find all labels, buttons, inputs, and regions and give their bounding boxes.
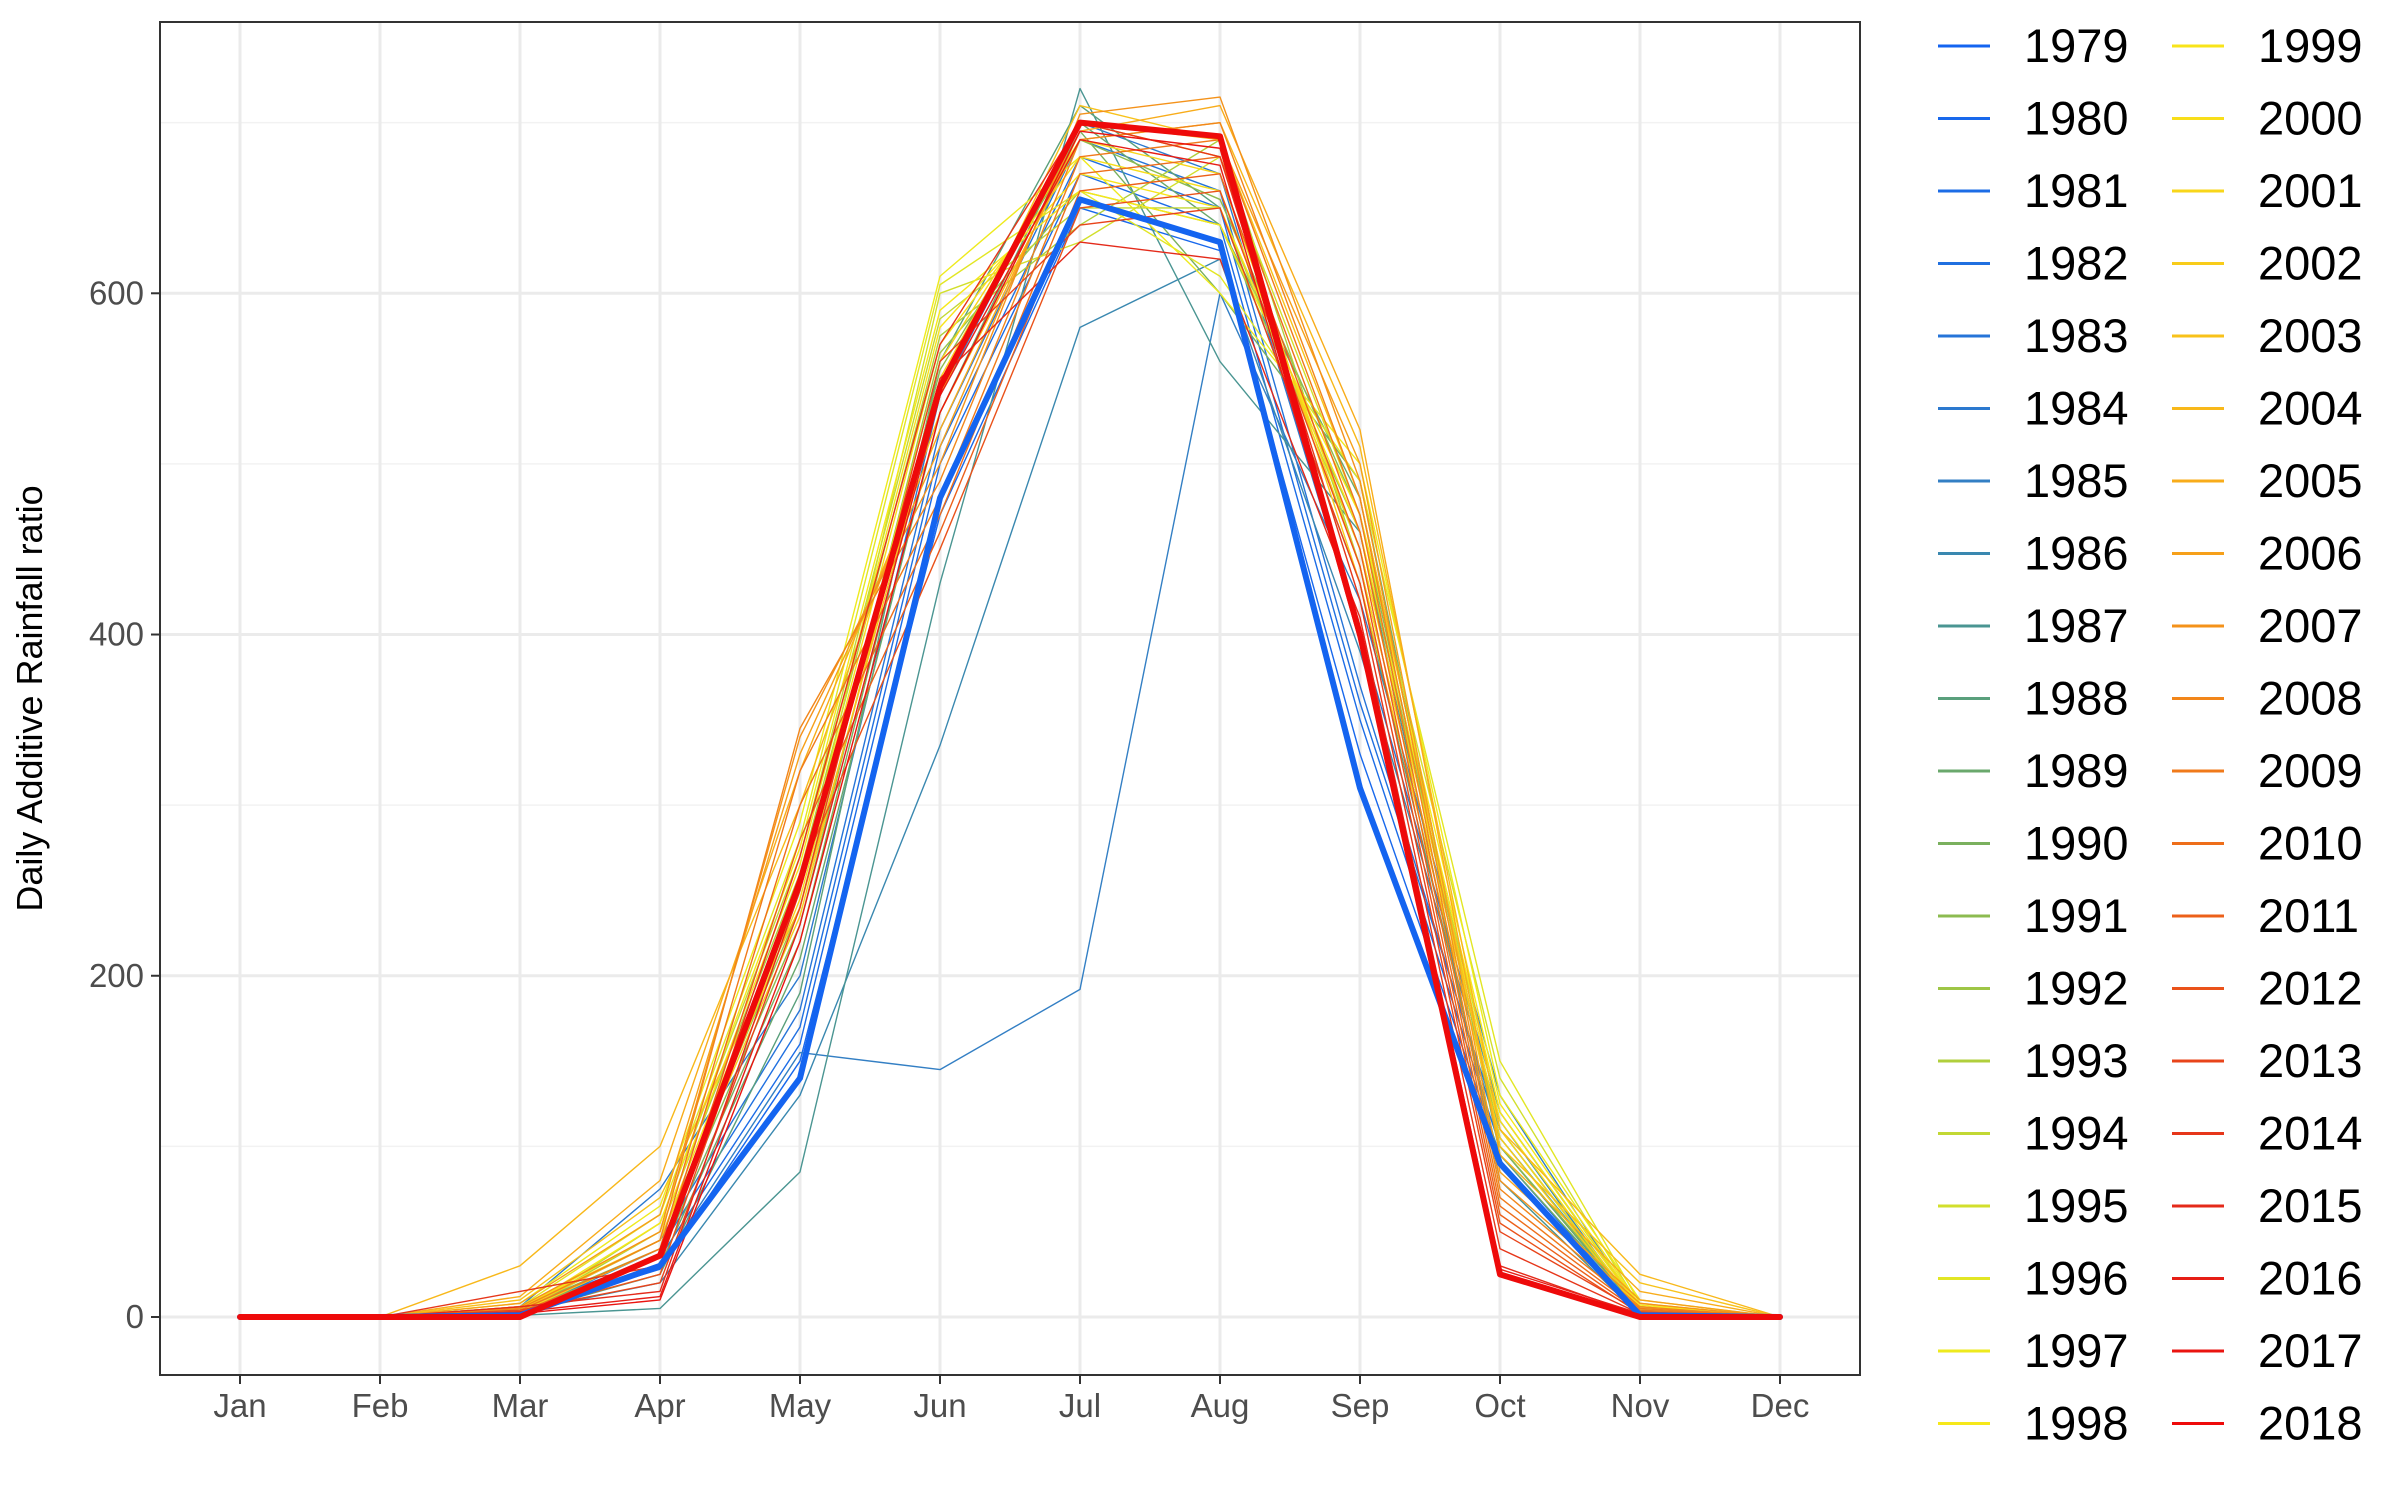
legend-label-2011: 2011: [2258, 889, 2359, 942]
legend-label-1983: 1983: [2024, 309, 2129, 362]
legend-label-1999: 1999: [2258, 19, 2363, 72]
legend-label-2012: 2012: [2258, 962, 2363, 1015]
legend-label-2004: 2004: [2258, 382, 2363, 435]
axes: 0 200 400 600 Jan Feb Mar Apr May Jun Jul Aug Sep Oct…: [89, 274, 1809, 1424]
legend-label-1986: 1986: [2024, 527, 2129, 580]
legend-label-1995: 1995: [2024, 1179, 2129, 1232]
highlighted-series-lines: [237, 119, 1783, 1320]
legend-label-2005: 2005: [2258, 454, 2363, 507]
legend-label-2015: 2015: [2258, 1179, 2363, 1232]
legend-label-1989: 1989: [2024, 744, 2129, 797]
legend-label-2006: 2006: [2258, 527, 2363, 580]
legend-label-2002: 2002: [2258, 237, 2363, 290]
y-tick-label: 600: [89, 274, 144, 311]
x-tick-label: Nov: [1611, 1387, 1670, 1424]
series-line-2014: [239, 121, 1781, 1318]
legend-label-2008: 2008: [2258, 672, 2363, 725]
legend-label-1991: 1991: [2024, 889, 2129, 942]
legend-label-1982: 1982: [2024, 237, 2129, 290]
legend-label-1993: 1993: [2024, 1034, 2129, 1087]
x-tick-label: Oct: [1474, 1387, 1525, 1424]
series-line-2004: [239, 121, 1781, 1318]
legend-label-2001: 2001: [2258, 164, 2363, 217]
x-tick-label: Mar: [492, 1387, 549, 1424]
legend-label-2007: 2007: [2258, 599, 2363, 652]
legend-label-1990: 1990: [2024, 817, 2129, 870]
legend-label-2016: 2016: [2258, 1252, 2363, 1305]
series-line-2005: [239, 104, 1781, 1318]
legend-label-2000: 2000: [2258, 92, 2363, 145]
y-tick-label: 400: [89, 616, 144, 653]
x-tick-label: Jun: [913, 1387, 966, 1424]
legend-label-2018: 2018: [2258, 1397, 2363, 1450]
legend-label-2010: 2010: [2258, 817, 2363, 870]
legend-label-2013: 2013: [2258, 1034, 2363, 1087]
x-tick-label: Sep: [1331, 1387, 1390, 1424]
legend-label-1992: 1992: [2024, 962, 2129, 1015]
series-line-2015: [239, 241, 1781, 1318]
legend-label-2003: 2003: [2258, 309, 2363, 362]
x-tick-label: Jul: [1059, 1387, 1101, 1424]
legend-label-2009: 2009: [2258, 744, 2363, 797]
x-tick-label: Dec: [1751, 1387, 1810, 1424]
legend-label-1996: 1996: [2024, 1252, 2129, 1305]
series-line-2006: [239, 121, 1781, 1318]
legend-label-2017: 2017: [2258, 1324, 2363, 1377]
series-line-2013: [239, 207, 1781, 1318]
y-tick-label: 0: [126, 1298, 144, 1335]
legend-label-1987: 1987: [2024, 599, 2129, 652]
legend-label-1981: 1981: [2024, 164, 2129, 217]
grid-lines: [160, 22, 1860, 1375]
x-tick-label: Jan: [213, 1387, 266, 1424]
legend-label-1979: 1979: [2024, 19, 2129, 72]
legend: 1979 1980 1981 1982 1983 1984 1985 1986 1987 1988…: [1938, 19, 2363, 1450]
y-tick-label: 200: [89, 957, 144, 994]
plot-panel-border: [159, 21, 1861, 1376]
x-tick-label: May: [769, 1387, 832, 1424]
x-tick-label: Feb: [352, 1387, 409, 1424]
legend-label-1985: 1985: [2024, 454, 2129, 507]
series-line-2018: [237, 119, 1783, 1320]
legend-label-1988: 1988: [2024, 672, 2129, 725]
legend-label-2014: 2014: [2258, 1107, 2363, 1160]
y-axis-title: Daily Additive Rainfall ratio: [9, 485, 50, 911]
legend-label-1998: 1998: [2024, 1397, 2129, 1450]
legend-label-1994: 1994: [2024, 1107, 2129, 1160]
x-tick-label: Apr: [634, 1387, 685, 1424]
x-tick-label: Aug: [1191, 1387, 1250, 1424]
legend-label-1997: 1997: [2024, 1324, 2129, 1377]
legend-label-1980: 1980: [2024, 92, 2129, 145]
legend-label-1984: 1984: [2024, 382, 2129, 435]
